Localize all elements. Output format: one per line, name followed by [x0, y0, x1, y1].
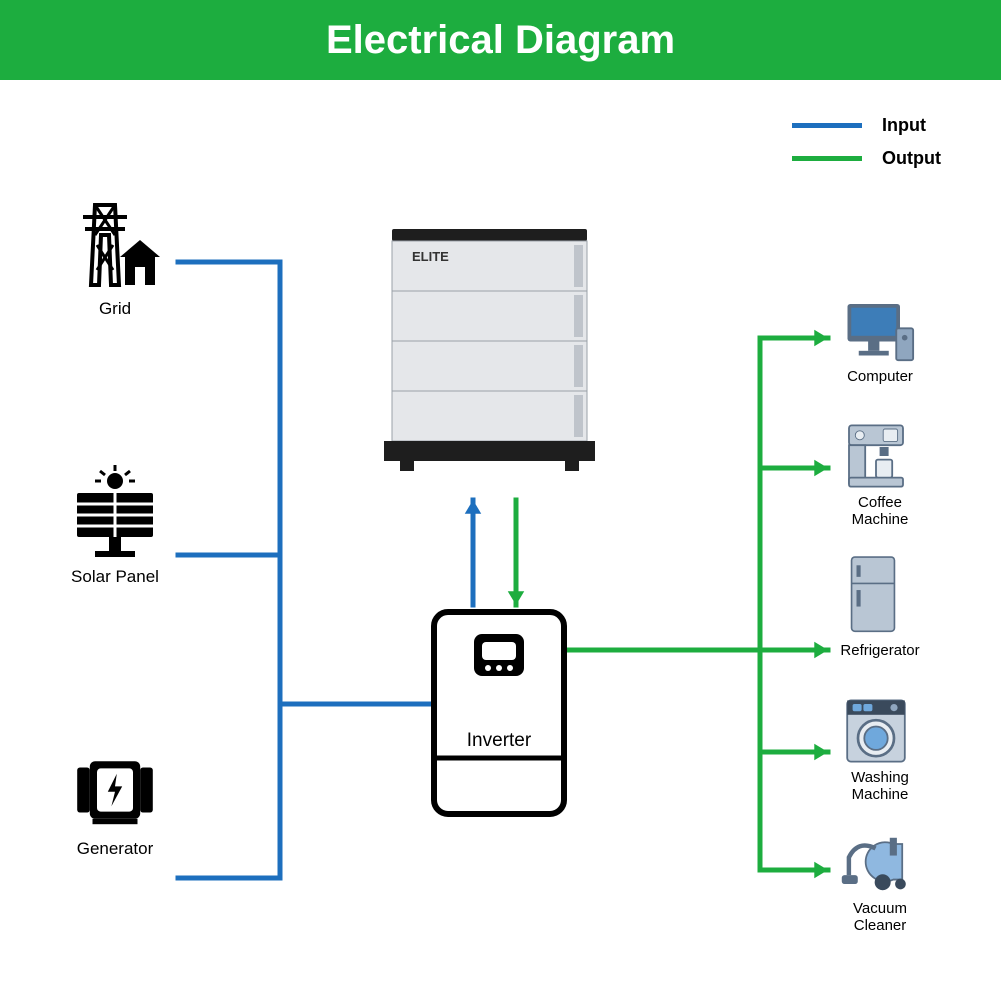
battery-icon: ELITE	[382, 225, 597, 473]
vacuum-label: Vacuum Cleaner	[840, 900, 920, 934]
computer-label: Computer	[840, 368, 920, 385]
generator-node: Generator	[60, 745, 170, 859]
solar-label: Solar Panel	[60, 567, 170, 587]
coffee-icon	[840, 420, 912, 492]
battery-brand: ELITE	[412, 249, 449, 264]
solar-node: Solar Panel	[60, 463, 170, 587]
coffee-node: Coffee Machine	[840, 420, 920, 528]
computer-icon	[840, 300, 915, 366]
washer-node: Washing Machine	[840, 695, 920, 803]
fridge-label: Refrigerator	[840, 642, 920, 659]
fridge-node: Refrigerator	[840, 550, 920, 659]
washer-label: Washing Machine	[840, 769, 920, 803]
solar-icon	[60, 463, 170, 563]
grid-node: Grid	[60, 195, 170, 319]
grid-icon	[60, 195, 170, 295]
inverter-label: Inverter	[430, 730, 568, 752]
computer-node: Computer	[840, 300, 920, 385]
vacuum-node: Vacuum Cleaner	[840, 830, 920, 934]
coffee-label: Coffee Machine	[840, 494, 920, 528]
generator-label: Generator	[60, 839, 170, 859]
fridge-icon	[840, 550, 906, 640]
vacuum-icon	[840, 830, 920, 898]
inverter-node: Inverter	[430, 608, 568, 818]
inverter-icon	[430, 608, 568, 818]
washer-icon	[840, 695, 912, 767]
generator-icon	[60, 745, 170, 835]
battery-node: ELITE	[382, 225, 597, 473]
grid-label: Grid	[60, 299, 170, 319]
